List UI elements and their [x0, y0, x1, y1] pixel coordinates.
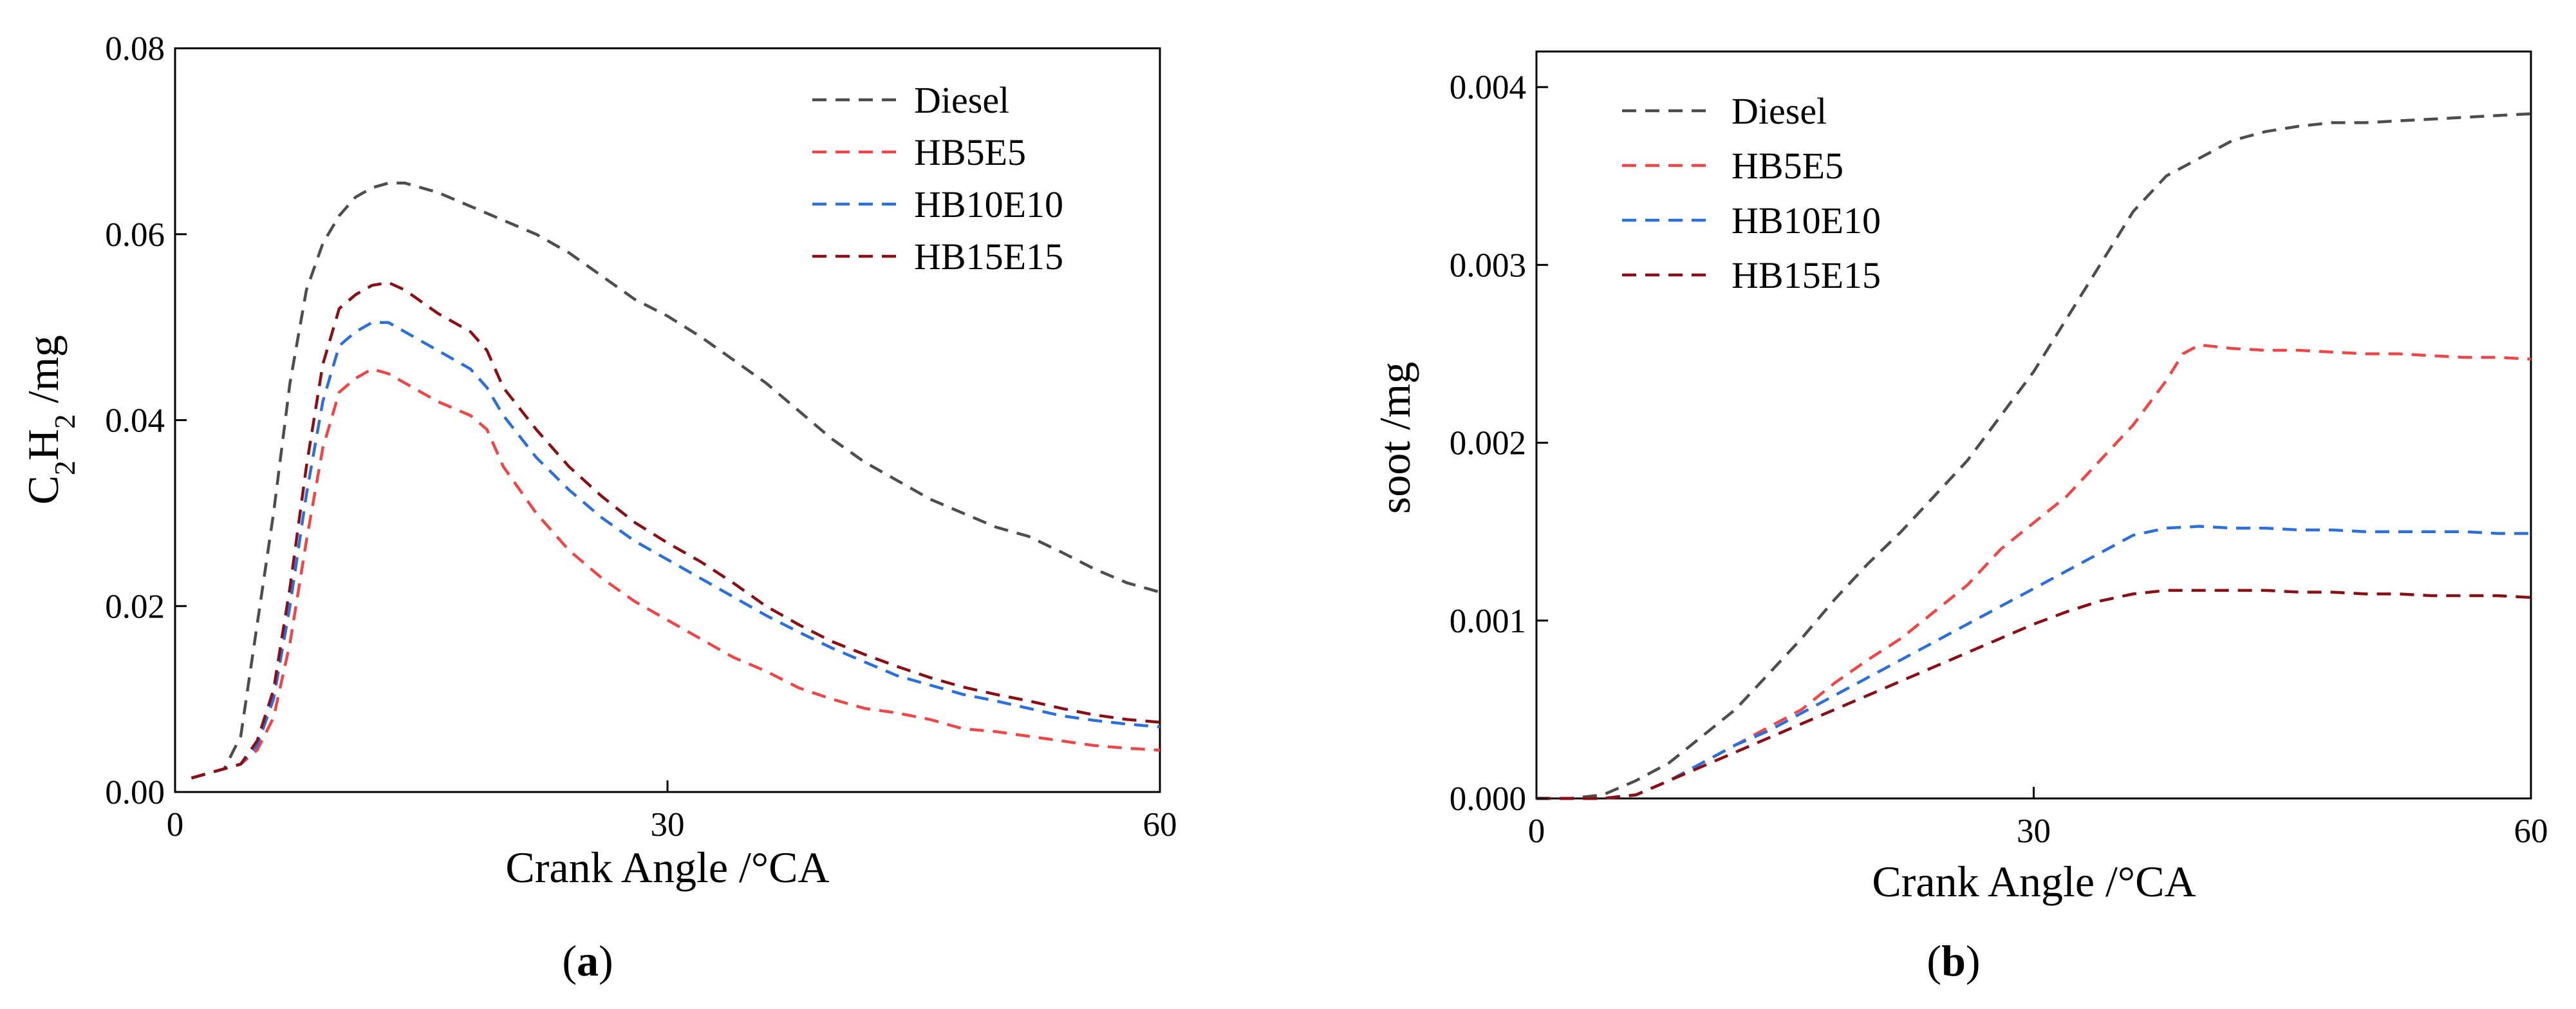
series-group-a: [191, 182, 1161, 780]
legend-label-hb10e10: HB10E10: [1731, 200, 1881, 241]
series-line-diesel: [191, 182, 1161, 780]
x-tick-label: 30: [2017, 813, 2051, 850]
panel-caption-b: (b): [1927, 936, 1980, 985]
panel-letter-b: b: [1941, 936, 1966, 985]
y-label-part: C: [19, 475, 68, 504]
y-tick-label: 0.003: [1450, 247, 1526, 284]
series-line-hb10e10: [1536, 525, 2531, 800]
series-line-diesel: [1536, 112, 2532, 800]
y-tick-label: 0.00: [105, 774, 165, 811]
ticks-b: 0 30 60 0.000 0.001 0.002 0.003 0.004: [1450, 69, 2548, 850]
legend-label-hb5e5: HB5E5: [1731, 145, 1843, 187]
y-label-part: H: [19, 429, 68, 460]
y-label-subscript: 2: [48, 414, 81, 429]
y-tick-label: 0.02: [105, 588, 165, 625]
legend-label-diesel: Diesel: [1731, 90, 1827, 132]
plot-frame-b: [1535, 50, 2532, 800]
y-tick-label: 0.06: [105, 216, 165, 254]
ticks-a: 0 30 60 0.00 0.02 0.04 0.06 0.08: [105, 30, 1177, 844]
chart-panel-b: 0 30 60 0.000 0.001 0.002 0.003 0.004 Diesel HB5…: [1370, 50, 2548, 985]
chart-panel-a: 0 30 60 0.00 0.02 0.04 0.06 0.08 Diesel HB5E5 HB1…: [19, 30, 1177, 985]
x-tick-label: 30: [651, 806, 685, 844]
series-line-hb15e15: [1536, 589, 2532, 800]
legend-label-hb5e5: HB5E5: [914, 131, 1026, 173]
y-tick-label: 0.08: [105, 30, 165, 68]
series-line-hb5e5: [191, 367, 1161, 780]
series-group-b: [1536, 112, 2532, 800]
x-axis-label-a: Crank Angle /°CA: [505, 843, 829, 892]
x-tick-label: 0: [167, 806, 184, 844]
series-line-hb5e5: [1536, 343, 2532, 800]
y-tick-label: 0.001: [1450, 603, 1526, 640]
legend-label-hb10e10: HB10E10: [914, 184, 1063, 225]
series-line-hb15e15: [191, 281, 1161, 780]
x-axis-label-b: Crank Angle /°CA: [1872, 857, 2196, 906]
y-tick-label: 0.000: [1450, 780, 1526, 818]
y-label-part: /mg: [19, 335, 68, 414]
y-label-subscript: 2: [48, 460, 81, 475]
legend-a: Diesel HB5E5 HB10E10 HB15E15: [812, 79, 1063, 278]
legend-label-hb15e15: HB15E15: [1731, 254, 1881, 296]
y-tick-label: 0.04: [105, 402, 165, 440]
series-line-hb10e10: [191, 321, 1161, 780]
legend-label-diesel: Diesel: [914, 79, 1009, 121]
x-tick-label: 0: [1528, 813, 1545, 850]
y-axis-label-a: C2H2 /mg: [19, 335, 81, 504]
panel-letter-a: a: [577, 936, 599, 985]
y-tick-label: 0.004: [1450, 69, 1526, 106]
x-tick-label: 60: [1143, 806, 1177, 844]
legend-label-hb15e15: HB15E15: [914, 236, 1063, 278]
y-tick-label: 0.002: [1450, 425, 1526, 462]
x-tick-label: 60: [2514, 813, 2548, 850]
legend-b: Diesel HB5E5 HB10E10 HB15E15: [1622, 90, 1881, 296]
panel-caption-a: (a): [562, 936, 613, 985]
y-axis-label-b: soot /mg: [1370, 362, 1419, 514]
